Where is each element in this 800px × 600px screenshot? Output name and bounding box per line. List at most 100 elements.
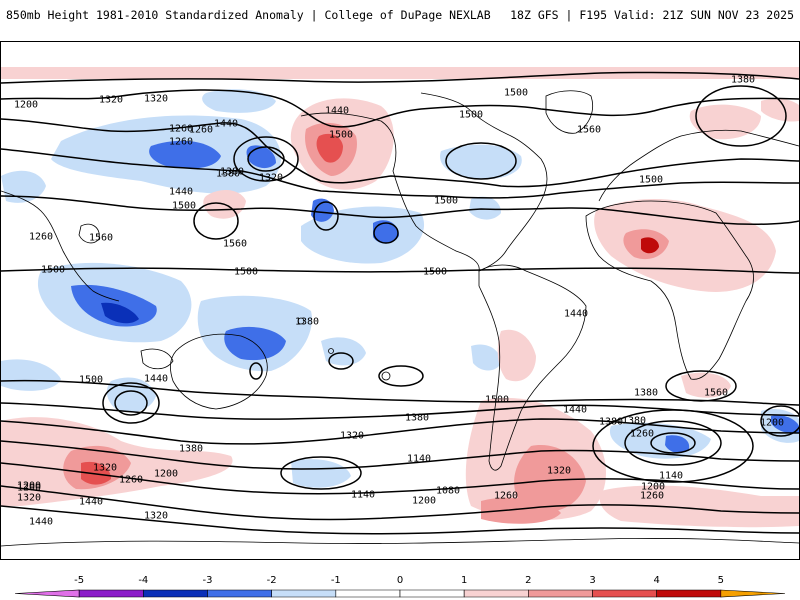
colorbar-swatch [143, 589, 208, 598]
colorbar-tick-label: -2 [267, 575, 277, 586]
contour-label: 1320 [144, 94, 168, 105]
contour-label: 1560 [577, 125, 601, 136]
coastline [381, 371, 391, 381]
map-title: 850mb Height 1981-2010 Standardized Anom… [6, 8, 491, 22]
contour-label: 1140 [407, 454, 431, 465]
anomaly-area [149, 140, 221, 169]
contour-label: 1500 [504, 88, 528, 99]
contour-line [445, 142, 517, 180]
contour-label: 1260 [29, 232, 53, 243]
colorbar-tick-label: -5 [74, 575, 84, 586]
colorbar-swatch [399, 589, 465, 598]
contour-label: 1200 [154, 469, 178, 480]
contour-label: 1560 [223, 239, 247, 250]
coastline [140, 348, 174, 370]
contour-label: 1320 [547, 466, 571, 477]
contour-label: 1500 [639, 175, 663, 186]
contour-label: 1260 [494, 491, 518, 502]
contour-label: 1380 [599, 417, 623, 428]
contour-line [650, 432, 696, 454]
colorbar: -5 -4 -3 -2 -1 0 1 2 3 4 5 [14, 575, 786, 598]
contour-line [247, 146, 285, 172]
anomaly-area [1, 359, 61, 391]
anomaly-area [301, 206, 425, 264]
contour-line [1, 118, 799, 188]
contour-label: 1440 [169, 187, 193, 198]
contour-line [280, 456, 362, 490]
contour-label: 1500 [172, 201, 196, 212]
contour-line [1, 71, 799, 84]
contour-label: 1320 [340, 431, 364, 442]
colorbar-swatch [78, 589, 144, 598]
coastline [169, 333, 268, 410]
coastline [1, 538, 799, 547]
anomaly-area [373, 220, 399, 244]
coastline [1, 190, 120, 302]
contour-line [114, 390, 148, 416]
anomaly-area [497, 329, 536, 382]
anomaly-area [469, 196, 501, 220]
colorbar-swatch [207, 589, 272, 598]
contour-label: 1440 [144, 374, 168, 385]
coastline [478, 264, 587, 471]
coastline [297, 317, 305, 325]
contour-label: 1380 [731, 75, 755, 86]
contour-line [760, 405, 799, 437]
colorbar-swatch [528, 589, 593, 598]
colorbar-swatch [592, 589, 657, 598]
contour-label: 1260 [169, 124, 193, 135]
contour-label: 1260 [630, 429, 654, 440]
contour-line [233, 136, 299, 182]
contour-line [1, 195, 799, 226]
contour-labels: 1380 1320 1260 1260 1320 1380 1440 1500 1440 1500… [14, 75, 784, 528]
colorbar-swatch [720, 589, 786, 598]
anomaly-area [440, 144, 522, 180]
colorbar-tick-label: 2 [525, 575, 531, 586]
contour-label: 1500 [459, 110, 483, 121]
contour-label: 1560 [704, 388, 728, 399]
anomaly-area [594, 199, 776, 292]
contour-label: 1380 [295, 317, 319, 328]
coastline [545, 90, 593, 134]
anomaly-area [761, 98, 799, 122]
anomaly-area [481, 497, 561, 524]
colorbar-tick-label: 4 [653, 575, 659, 586]
anomaly-area [311, 198, 334, 222]
colorbar-tick-label: 3 [589, 575, 595, 586]
anomaly-area [316, 133, 343, 163]
contour-label: 1440 [79, 497, 103, 508]
contour-label: 1260 [640, 491, 664, 502]
contour-label: 1380 [179, 444, 203, 455]
contour-label: 1200 [641, 482, 665, 493]
contour-label: 1320 [259, 173, 283, 184]
colorbar-tick-label: 0 [397, 575, 403, 586]
contour-label: 1320 [99, 95, 123, 106]
contour-label: 1440 [214, 119, 238, 130]
anomaly-area [641, 237, 659, 254]
contour-label: 1380 [622, 416, 646, 427]
colorbar-tick-label: -4 [138, 575, 148, 586]
anomaly-area [246, 145, 276, 169]
contour-line [328, 352, 354, 370]
anomaly-area [771, 415, 799, 434]
contour-label: 1320 [144, 511, 168, 522]
contour-label: 1440 [325, 106, 349, 117]
contour-label: 1200 [760, 418, 784, 429]
contour-line [624, 420, 722, 466]
contour-line [695, 85, 787, 147]
coastline [585, 200, 754, 380]
contour-line [665, 370, 737, 402]
anomaly-area [689, 104, 761, 140]
contour-line [592, 409, 754, 483]
contour-label: 1380 [405, 413, 429, 424]
coastline [598, 129, 799, 202]
anomaly-area [106, 377, 156, 413]
contour-label: 1500 [485, 395, 509, 406]
contour-label: 1440 [564, 309, 588, 320]
contour-line [1, 505, 799, 535]
colorbar-tick-label: 1 [461, 575, 467, 586]
header: 850mb Height 1981-2010 Standardized Anom… [0, 0, 800, 30]
contour-label: 1380 [634, 388, 658, 399]
contour-line [1, 89, 799, 128]
contour-label: 1380 [220, 167, 244, 178]
